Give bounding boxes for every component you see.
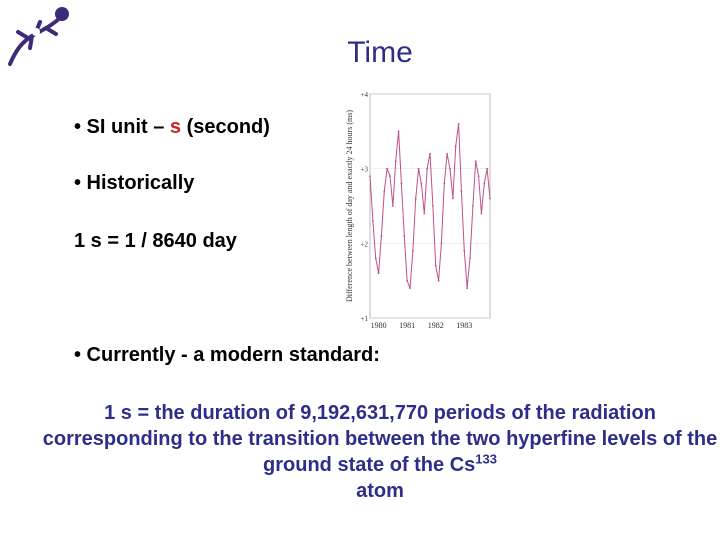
second-definition: 1 s = the duration of 9,192,631,770 peri…	[40, 400, 720, 504]
chart-data-point	[446, 152, 449, 155]
chart-data-point	[406, 279, 409, 282]
lizard-logo-icon	[8, 7, 69, 66]
chart-data-point	[431, 205, 434, 207]
bullet-historically: • Historically	[74, 172, 195, 194]
chart-data-point	[377, 272, 380, 275]
second-definition-tail: atom	[356, 480, 404, 502]
chart-data-point	[451, 197, 454, 200]
chart-data-point	[423, 212, 426, 215]
bullet-si-unit: • SI unit – s (second)	[74, 116, 270, 139]
chart-data-point	[434, 264, 437, 267]
chart-data-point	[449, 167, 451, 170]
chart-data-point	[383, 190, 386, 192]
chart-data-point	[386, 167, 389, 170]
bullet-si-unit-suffix: (second)	[186, 116, 270, 138]
chart-data-point	[411, 249, 414, 252]
chart-data-point	[394, 160, 397, 163]
chart-data-point	[437, 279, 440, 282]
chart-data-point	[474, 160, 477, 163]
chart-data-point	[389, 175, 391, 178]
length-of-day-chart: Difference between length of day and exa…	[345, 91, 491, 330]
chart-data-point	[463, 249, 466, 252]
chart-data-point	[440, 242, 443, 245]
chart-data-point	[457, 122, 460, 125]
chart-x-tick-label: 1983	[456, 321, 472, 330]
chart-data-point	[469, 257, 471, 260]
bullet-si-unit-symbol: s	[169, 116, 182, 138]
chart-data-point	[403, 234, 406, 237]
chart-data-point	[429, 152, 431, 155]
chart-data-point	[477, 175, 480, 178]
chart-data-point	[471, 205, 474, 207]
chart-data-point	[369, 175, 371, 178]
chart-data-point	[397, 130, 400, 133]
chart-data-point	[454, 145, 457, 148]
chart-data-point	[400, 182, 403, 185]
chart-data-point	[426, 167, 429, 170]
second-definition-text: 1 s = the duration of 9,192,631,770 peri…	[42, 402, 718, 476]
chart-data-point	[371, 220, 374, 222]
bullet-currently: • Currently - a modern standard:	[74, 344, 380, 366]
chart-data-point	[409, 287, 411, 290]
chart-data-point	[483, 182, 486, 185]
chart-y-tick-label: +4	[361, 91, 369, 99]
chart-data-point	[460, 190, 463, 192]
chart-y-axis-label: Difference between length of day and exa…	[345, 110, 354, 302]
historical-definition: 1 s = 1 / 8640 day	[74, 230, 237, 252]
chart-data-point	[443, 182, 446, 185]
chart-data-point	[466, 287, 469, 290]
chart-y-tick-label: +1	[361, 315, 369, 323]
chart-y-tick-label: +2	[361, 240, 369, 248]
chart-x-tick-label: 1981	[399, 321, 415, 330]
chart-data-point	[486, 167, 489, 170]
chart-data-point	[480, 212, 483, 215]
bullet-si-unit-prefix: • SI unit –	[74, 116, 165, 138]
chart-data-point	[391, 205, 394, 207]
chart-data-point	[380, 234, 383, 237]
chart-data-point	[417, 167, 420, 170]
chart-x-tick-label: 1980	[371, 321, 387, 330]
chart-y-tick-label: +3	[361, 166, 369, 174]
cesium-isotope-number: 133	[475, 451, 497, 467]
chart-data-point	[489, 197, 491, 200]
chart-data-point	[374, 257, 377, 260]
slide-title: Time	[347, 36, 413, 69]
chart-x-tick-label: 1982	[428, 321, 444, 330]
chart-data-point	[414, 197, 417, 200]
chart-data-point	[420, 182, 423, 185]
